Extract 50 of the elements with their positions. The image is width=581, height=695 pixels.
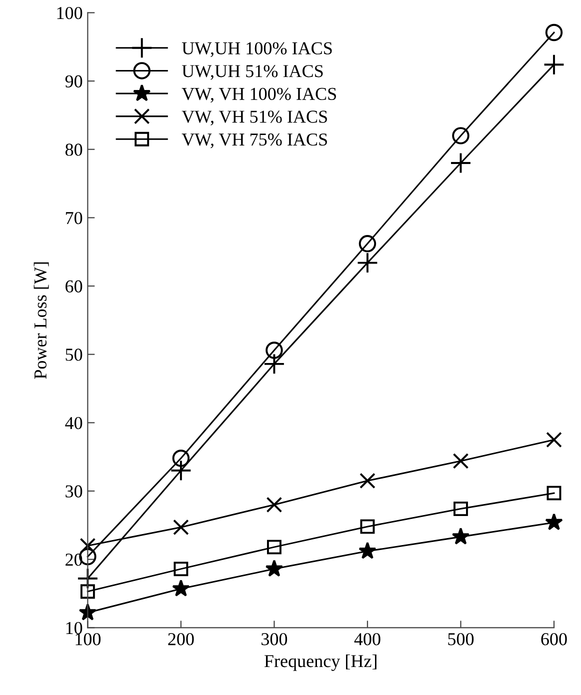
point — [452, 127, 470, 144]
point — [172, 450, 190, 467]
x-tick-label: 500 — [448, 633, 474, 646]
point — [450, 152, 472, 174]
y-tick-label: 70 — [66, 212, 82, 224]
legend-label: UW,UH 51% IACS — [182, 65, 323, 80]
point — [174, 562, 188, 576]
point — [452, 528, 470, 545]
y-tick-label: 60 — [66, 280, 82, 292]
point — [77, 568, 98, 590]
point — [170, 460, 192, 482]
point — [356, 252, 378, 274]
point — [172, 579, 190, 596]
y-tick-label: 10 — [66, 622, 82, 634]
y-tick-label: 90 — [65, 75, 82, 88]
y-tick-label: 40 — [65, 416, 82, 430]
point — [80, 584, 95, 599]
point — [545, 513, 563, 530]
legend-label: VW, VH 100% IACS — [182, 88, 336, 103]
y-tick-label: 80 — [65, 144, 82, 156]
x-axis-title: Frequency [Hz] — [264, 654, 376, 671]
point — [545, 24, 563, 42]
point — [265, 560, 284, 577]
y-axis-title: Power Loss [W] — [34, 262, 49, 379]
point — [266, 540, 282, 554]
point — [452, 453, 469, 469]
x-tick-label: 400 — [354, 633, 380, 646]
point — [266, 496, 282, 513]
point — [454, 502, 468, 516]
point — [264, 353, 285, 375]
point — [360, 472, 376, 489]
point — [546, 486, 562, 500]
y-tick-label: 50 — [66, 348, 82, 361]
legend-label: VW, VH 75% IACS — [182, 133, 327, 148]
point — [358, 542, 376, 559]
y-tick-label: 100 — [57, 6, 82, 20]
point — [546, 432, 562, 448]
x-tick-label: 600 — [541, 633, 567, 646]
legend-label: UW,UH 100% IACS — [182, 42, 332, 58]
y-tick-label: 30 — [66, 485, 82, 498]
point — [266, 342, 283, 359]
x-tick-label: 200 — [168, 633, 194, 646]
point — [543, 54, 565, 76]
point — [360, 519, 375, 534]
x-tick-label: 100 — [76, 633, 101, 646]
point — [80, 538, 96, 554]
point — [358, 235, 376, 252]
legend-label: VW, VH 51% IACS — [182, 110, 327, 126]
point — [173, 519, 189, 536]
x-tick-label: 300 — [262, 633, 288, 646]
